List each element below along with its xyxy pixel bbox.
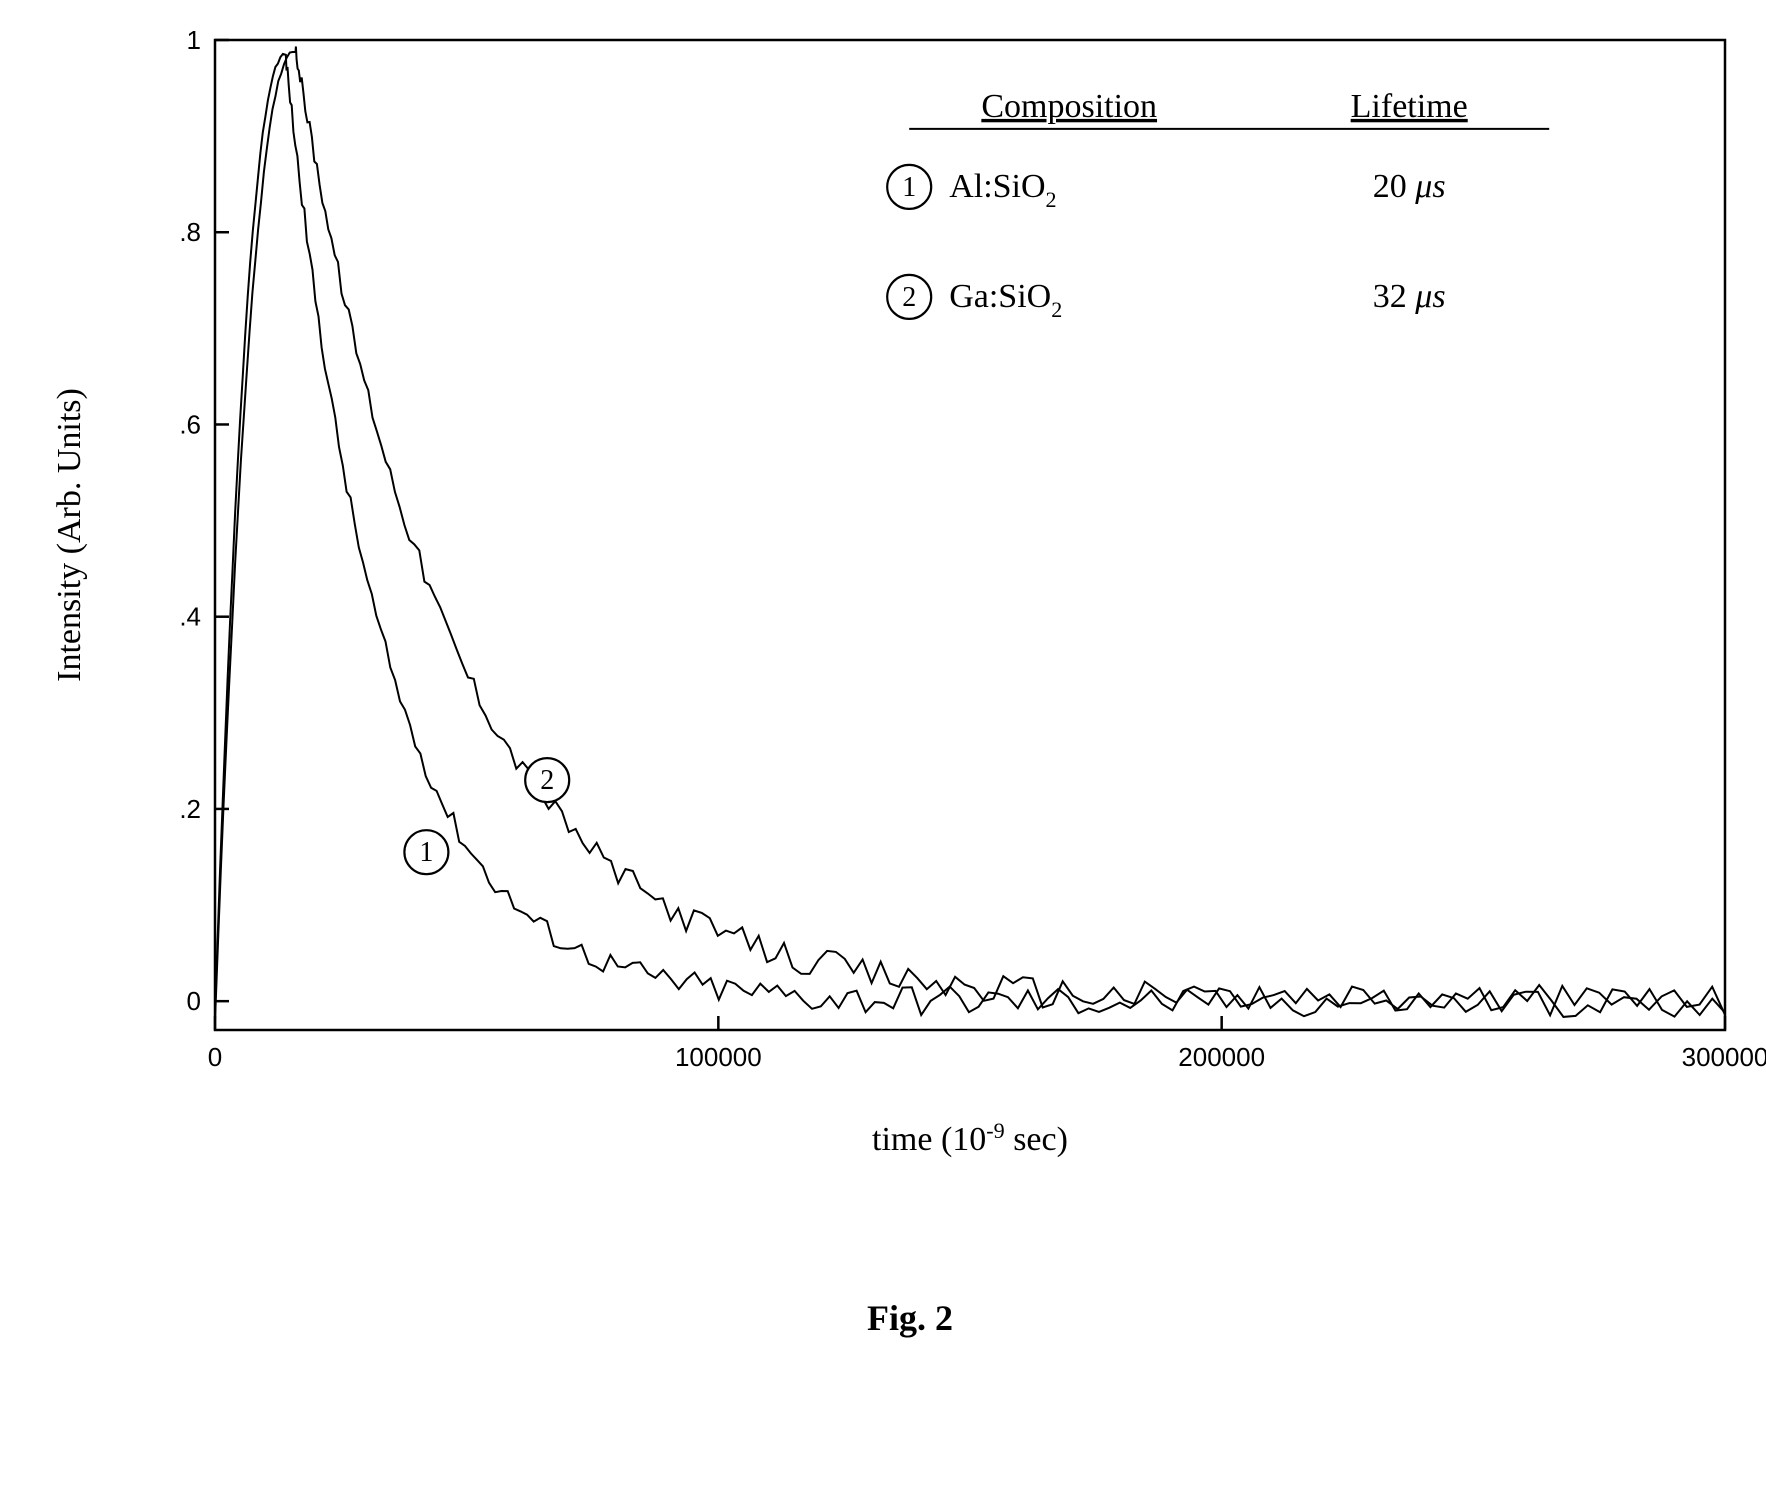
- legend-composition-2: Ga:SiO2: [949, 278, 1062, 322]
- y-axis-label: Intensity (Arb. Units): [51, 388, 88, 682]
- x-tick-label: 100000: [675, 1042, 762, 1072]
- y-tick-label: .8: [179, 217, 201, 247]
- legend-composition-1: Al:SiO2: [949, 168, 1056, 212]
- curve-marker-label-2: 2: [540, 765, 554, 796]
- figure-container: { "figure": { "caption": "Fig. 2", "capt…: [0, 0, 1766, 1505]
- y-tick-label: .2: [179, 794, 201, 824]
- figure-caption: Fig. 2: [867, 1298, 953, 1338]
- x-axis-label: time (10-9 sec): [872, 1118, 1068, 1158]
- legend-lifetime-1: 20 μs: [1373, 168, 1446, 205]
- legend-header-composition: Composition: [981, 88, 1157, 125]
- legend-marker-num-1: 1: [902, 172, 916, 203]
- decay-chart: 0 .2 .4 .6 .8 1 0 100000 200000 300000 Intensity (…: [0, 0, 1766, 1505]
- y-tick-label: .4: [179, 602, 201, 632]
- curve-marker-label-1: 1: [419, 837, 433, 868]
- legend-marker-num-2: 2: [902, 282, 916, 313]
- legend-header-lifetime: Lifetime: [1351, 88, 1468, 125]
- y-tick-label: 1: [187, 25, 201, 55]
- y-tick-label: .6: [179, 409, 201, 439]
- x-tick-label: 0: [208, 1042, 222, 1072]
- x-tick-label: 300000: [1682, 1042, 1766, 1072]
- y-tick-label: 0: [187, 986, 201, 1016]
- legend-lifetime-2: 32 μs: [1373, 278, 1446, 315]
- x-tick-label: 200000: [1178, 1042, 1265, 1072]
